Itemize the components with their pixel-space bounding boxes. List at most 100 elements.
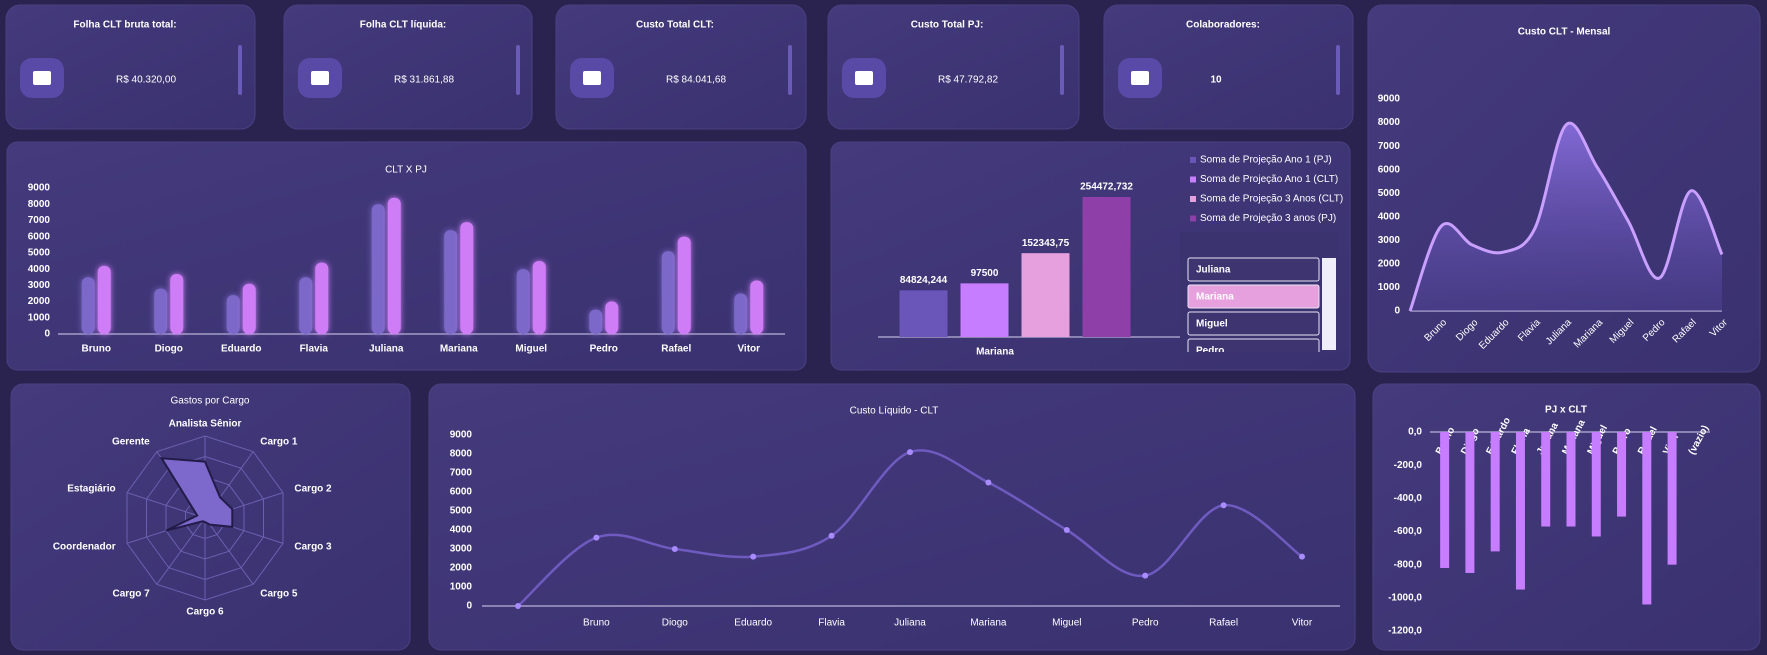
y-tick-label: 6000: [1378, 164, 1401, 175]
bar: [1667, 432, 1677, 565]
slicer-item[interactable]: [1187, 284, 1320, 309]
bar: [1591, 432, 1601, 537]
y-tick-label: -600,0: [1394, 526, 1423, 537]
x-tick-label: Diogo: [155, 344, 183, 355]
category-label: Cargo 5: [260, 589, 298, 600]
y-tick-label: 2000: [450, 563, 473, 574]
bar: [661, 251, 675, 334]
y-tick-label: 9000: [1378, 94, 1401, 105]
y-tick-label: 9000: [450, 430, 473, 441]
y-tick-label: -400,0: [1394, 493, 1423, 504]
data-label: 84824,244: [900, 275, 948, 286]
bar: [1541, 432, 1551, 527]
category-label: Gerente: [112, 437, 150, 448]
card-accent: [788, 45, 792, 95]
chart-title: CLT X PJ: [385, 165, 427, 176]
card-value: R$ 31.861,88: [394, 75, 454, 86]
category-label: Estagiário: [67, 484, 115, 495]
legend-label: Soma de Projeção 3 anos (PJ): [1200, 213, 1336, 224]
slicer-item-label: Mariana: [1196, 292, 1234, 303]
y-tick-label: 7000: [1378, 141, 1401, 152]
x-tick-label: Eduardo: [221, 344, 262, 355]
bar: [154, 288, 168, 334]
legend-swatch: [1190, 176, 1196, 183]
bar: [1566, 432, 1576, 527]
legend-label: Soma de Projeção Ano 1 (CLT): [1200, 174, 1338, 185]
point: [985, 479, 992, 486]
legend-label: Soma de Projeção 3 Anos (CLT): [1200, 194, 1343, 205]
bar: [226, 295, 240, 334]
x-tick-label: Vitor: [1292, 618, 1313, 629]
point: [828, 532, 835, 539]
y-tick-label: 0: [1394, 306, 1400, 317]
card-value: 10: [1210, 75, 1222, 86]
x-tick-label: Bruno: [583, 618, 610, 629]
x-tick-label: Rafael: [1209, 618, 1238, 629]
y-tick-label: 8000: [1378, 117, 1401, 128]
x-tick-label: Bruno: [82, 344, 111, 355]
x-tick-label: Rafael: [661, 344, 691, 355]
card-accent: [1060, 45, 1064, 95]
y-tick-label: 7000: [28, 215, 51, 226]
y-tick-label: 1000: [28, 312, 51, 323]
category-label: Cargo 7: [113, 589, 151, 600]
legend-swatch: [1190, 196, 1196, 202]
y-tick-label: 4000: [28, 264, 51, 275]
y-tick-label: 3000: [450, 544, 473, 555]
chart-title: PJ x CLT: [1545, 405, 1587, 416]
bar: [1642, 432, 1652, 605]
bar: [299, 277, 313, 334]
chart-title: Gastos por Cargo: [171, 396, 250, 407]
y-tick-label: 5000: [28, 248, 51, 259]
category-label: Cargo 6: [186, 607, 224, 618]
bar: [315, 262, 329, 334]
x-tick-label: Pedro: [1132, 618, 1159, 629]
spoke: [204, 517, 254, 585]
card-panel: [555, 4, 807, 130]
data-label: 97500: [971, 268, 999, 279]
spoke: [126, 492, 206, 519]
slicer-item[interactable]: [1187, 311, 1320, 336]
bar: [960, 283, 1009, 337]
card-panel: [5, 4, 256, 130]
card-accent: [238, 45, 242, 95]
card-accent: [1336, 45, 1340, 95]
bar: [750, 280, 764, 334]
y-tick-label: 0: [466, 601, 472, 612]
bar: [1440, 432, 1450, 568]
point: [907, 449, 913, 456]
slicer-scrollbar[interactable]: [1322, 258, 1336, 350]
card-value: R$ 84.041,68: [666, 75, 726, 86]
slicer-item[interactable]: [1187, 338, 1320, 362]
x-tick-label: Vitor: [737, 344, 760, 355]
category-label: Analista Sênior: [169, 419, 242, 430]
slicer-item[interactable]: [1187, 257, 1320, 282]
x-tick-label: Eduardo: [734, 618, 772, 629]
card-icon-glyph: [33, 71, 51, 85]
card-title: Folha CLT bruta total:: [73, 20, 176, 31]
card-value: R$ 40.320,00: [116, 75, 176, 86]
point: [671, 546, 678, 552]
bar: [1082, 197, 1131, 337]
y-tick-label: -1000,0: [1388, 592, 1422, 603]
legend-swatch: [1190, 157, 1196, 163]
spoke: [156, 517, 206, 585]
y-tick-label: 1000: [450, 582, 473, 593]
y-tick-label: 3000: [28, 280, 51, 291]
bar: [677, 236, 691, 334]
x-tick-label: Miguel: [1052, 618, 1081, 629]
y-tick-label: 7000: [450, 468, 473, 479]
y-tick-label: 5000: [450, 506, 473, 517]
point: [593, 534, 600, 541]
card-panel: [283, 4, 533, 130]
bar: [605, 301, 619, 334]
x-tick-label: Diogo: [662, 618, 689, 629]
bar: [1021, 253, 1070, 337]
card-icon-glyph: [1131, 71, 1149, 85]
chart-panel: [428, 383, 1356, 651]
category-label: Cargo 1: [260, 437, 298, 448]
x-tick-label: Mariana: [970, 618, 1007, 629]
x-tick-label: Mariana: [976, 347, 1014, 358]
point: [1299, 553, 1305, 560]
